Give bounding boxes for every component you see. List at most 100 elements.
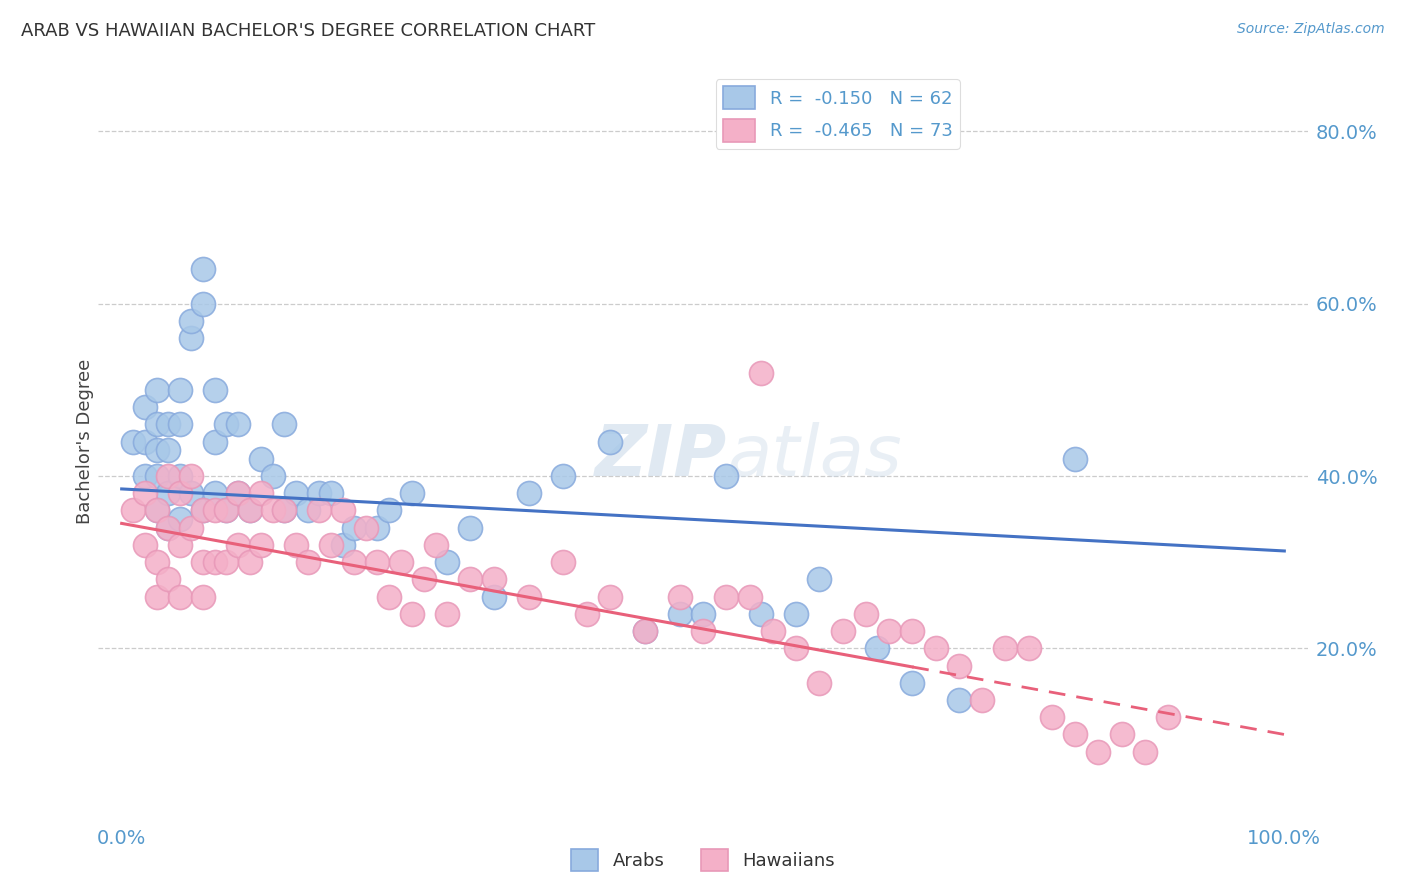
Point (134, 469, 156, 483)
Point (169, 417, 191, 432)
Point (250, 451, 273, 466)
Point (553, 469, 575, 483)
Point (425, 538, 447, 552)
Point (145, 417, 167, 432)
Point (924, 641, 946, 656)
Point (749, 607, 772, 621)
Point (122, 434, 145, 449)
Point (1018, 641, 1040, 656)
Point (134, 538, 156, 552)
Point (634, 624, 657, 639)
Point (226, 486, 249, 500)
Point (1157, 710, 1180, 724)
Point (145, 503, 167, 517)
Point (354, 521, 377, 535)
Point (1111, 727, 1133, 741)
Point (239, 503, 262, 517)
Point (319, 486, 342, 500)
Point (1040, 710, 1063, 724)
Point (239, 503, 262, 517)
Point (482, 573, 505, 587)
Point (668, 607, 690, 621)
Point (460, 521, 482, 535)
Point (239, 555, 262, 569)
Point (157, 573, 180, 587)
Point (157, 521, 180, 535)
Point (204, 555, 226, 569)
Legend: R =  -0.150   N = 62, R =  -0.465   N = 73: R = -0.150 N = 62, R = -0.465 N = 73 (716, 79, 960, 149)
Point (204, 383, 226, 397)
Text: atlas: atlas (727, 422, 901, 491)
Point (250, 486, 273, 500)
Point (226, 538, 249, 552)
Point (970, 693, 993, 707)
Point (145, 469, 167, 483)
Point (948, 693, 970, 707)
Point (308, 486, 330, 500)
Text: Source: ZipAtlas.com: Source: ZipAtlas.com (1237, 22, 1385, 37)
Point (401, 486, 423, 500)
Point (855, 607, 877, 621)
Point (204, 503, 226, 517)
Point (785, 607, 807, 621)
Point (169, 590, 191, 604)
Point (716, 469, 738, 483)
Point (831, 624, 853, 639)
Point (273, 417, 295, 432)
Point (204, 486, 226, 500)
Point (517, 486, 540, 500)
Point (180, 486, 202, 500)
Point (157, 521, 180, 535)
Text: ZIP: ZIP (595, 422, 727, 491)
Point (180, 331, 202, 345)
Point (191, 503, 214, 517)
Point (169, 469, 191, 483)
Point (366, 521, 388, 535)
Point (413, 573, 436, 587)
Point (994, 641, 1017, 656)
Point (599, 434, 621, 449)
Point (122, 503, 145, 517)
Point (134, 486, 156, 500)
Point (738, 590, 761, 604)
Point (215, 417, 238, 432)
Point (517, 590, 540, 604)
Point (157, 469, 180, 483)
Point (762, 624, 785, 639)
Point (180, 314, 202, 328)
Point (191, 262, 214, 277)
Point (808, 124, 831, 138)
Point (180, 521, 202, 535)
Point (901, 624, 924, 639)
Point (215, 555, 238, 569)
Point (948, 658, 970, 673)
Point (180, 469, 202, 483)
Point (668, 590, 690, 604)
Point (145, 383, 167, 397)
Point (273, 503, 295, 517)
Point (785, 641, 807, 656)
Point (191, 555, 214, 569)
Point (343, 555, 366, 569)
Point (808, 573, 831, 587)
Point (692, 607, 714, 621)
Point (204, 434, 226, 449)
Point (215, 503, 238, 517)
Point (250, 538, 273, 552)
Point (553, 555, 575, 569)
Point (262, 503, 284, 517)
Point (575, 607, 598, 621)
Point (436, 607, 458, 621)
Point (808, 675, 831, 690)
Point (169, 538, 191, 552)
Y-axis label: Bachelor's Degree: Bachelor's Degree (76, 359, 94, 524)
Point (378, 590, 401, 604)
Point (169, 486, 191, 500)
Point (191, 296, 214, 310)
Point (226, 486, 249, 500)
Point (1087, 745, 1109, 759)
Point (145, 590, 167, 604)
Point (262, 469, 284, 483)
Point (1064, 727, 1087, 741)
Text: ARAB VS HAWAIIAN BACHELOR'S DEGREE CORRELATION CHART: ARAB VS HAWAIIAN BACHELOR'S DEGREE CORRE… (21, 22, 595, 40)
